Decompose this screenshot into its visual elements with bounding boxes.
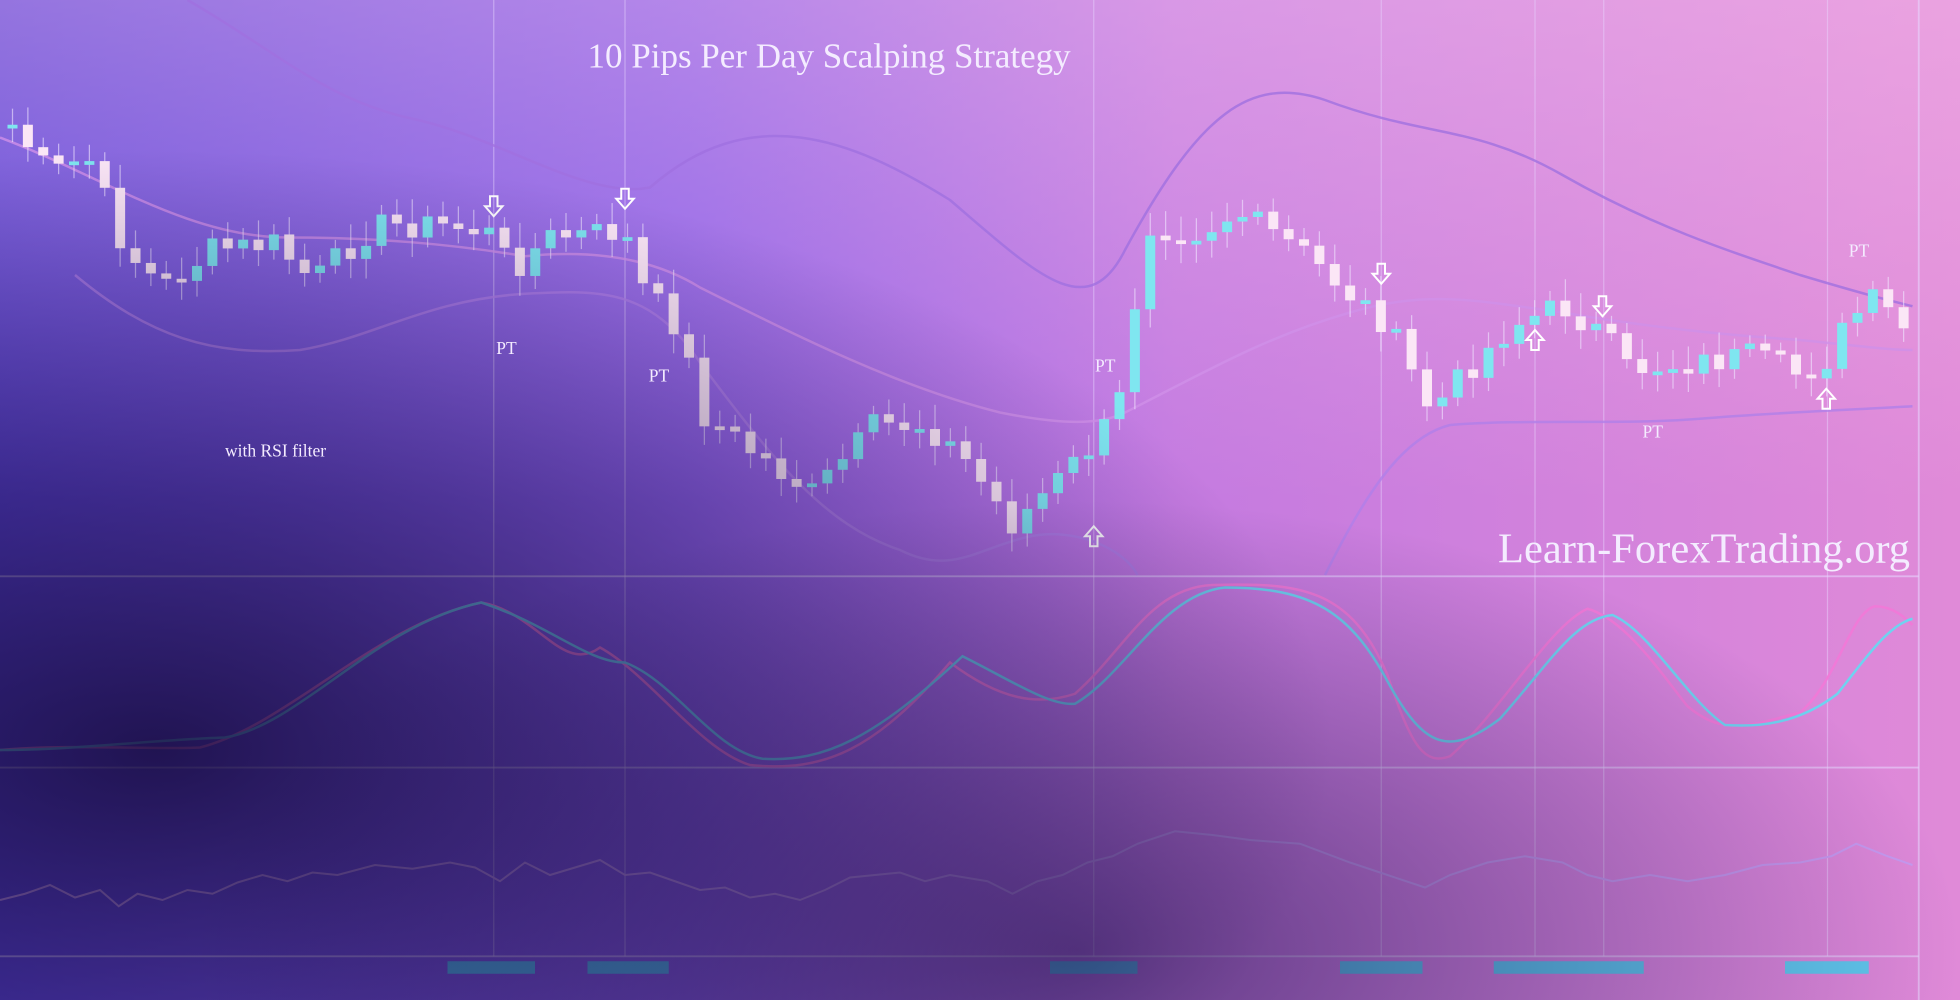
pt-label: PT: [1849, 240, 1870, 260]
pt-label: PT: [496, 338, 517, 358]
pt-label: PT: [649, 365, 670, 385]
watermark: Learn-ForexTrading.org: [1498, 526, 1910, 573]
title: 10 Pips Per Day Scalping Strategy: [588, 37, 1072, 76]
pt-label: PT: [1095, 355, 1116, 375]
subtitle: with RSI filter: [225, 440, 326, 460]
pt-label: PT: [1643, 422, 1664, 442]
